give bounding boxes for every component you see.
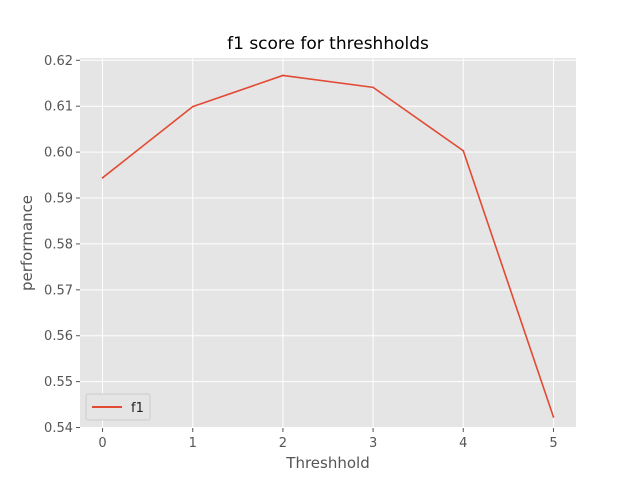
y-tick-label: 0.60 [44,146,73,161]
y-tick-label: 0.59 [44,192,73,207]
y-tick-label: 0.56 [44,329,73,344]
y-tick-label: 0.58 [44,237,73,252]
x-axis-label: Threshhold [285,454,369,472]
plot-area [80,58,576,428]
y-tick-label: 0.57 [44,283,73,298]
data-point [552,416,555,418]
grid [80,58,576,429]
y-tick-label: 0.54 [44,421,73,436]
y-axis-label: performance [18,195,36,291]
x-tick-label: 5 [549,436,557,451]
x-tick-label: 0 [98,436,106,451]
data-point [282,74,284,77]
series-layer [101,74,555,418]
legend-label-f1: f1 [131,401,144,416]
data-point [462,149,465,152]
y-tick-label: 0.55 [44,375,73,390]
series-line-f1 [102,74,555,418]
x-tick-label: 2 [279,436,287,451]
y-axis-ticks: 0.54 0.55 0.56 0.57 0.58 0.59 0.60 0.61 0.62 [44,54,80,436]
data-point [101,176,104,179]
data-point [191,105,194,108]
chart-title: f1 score for threshholds [227,34,429,54]
legend: f1 [85,393,151,421]
y-tick-label: 0.62 [44,54,73,69]
x-tick-label: 4 [459,436,467,451]
data-point [372,86,374,89]
y-tick-label: 0.61 [44,100,73,115]
x-axis-ticks: 0 1 2 3 4 5 [98,428,558,451]
x-tick-label: 1 [189,436,197,451]
x-tick-label: 3 [369,436,377,451]
